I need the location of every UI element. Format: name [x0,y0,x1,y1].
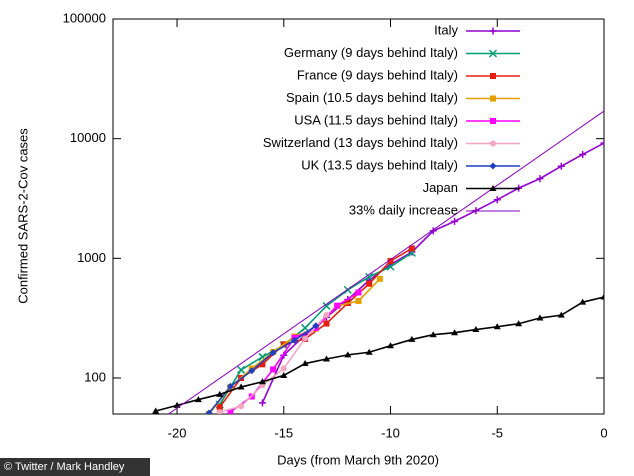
marker [579,150,587,158]
credit-bar [0,458,150,476]
x-tick-label: -5 [491,425,503,440]
marker [451,217,459,225]
marker [579,298,587,305]
marker [322,355,330,362]
marker [216,390,224,397]
marker [376,275,383,282]
legend-label: France (9 days behind Italy) [297,67,458,82]
marker [290,336,298,344]
marker [557,162,565,170]
marker [515,320,523,327]
y-tick-label: 1000 [77,250,106,265]
marker [280,371,288,378]
y-axis-label: Confirmed SARS-2-Cov cases [15,128,30,304]
series-line [208,278,381,414]
series-line [208,325,317,414]
marker [408,245,415,252]
marker [493,196,501,204]
credit: © Twitter / Mark Handley [4,461,125,473]
marker [536,175,544,183]
marker [270,366,277,373]
marker [387,258,394,265]
legend-label: 33% daily increase [349,202,458,217]
marker [451,329,459,336]
marker [237,365,246,374]
legend-marker [490,140,496,147]
marker [557,311,565,318]
marker [355,297,362,304]
x-tick-label: -20 [168,425,187,440]
marker [366,280,373,287]
y-tick-label: 100 [84,369,106,384]
marker [387,342,395,349]
marker [429,331,437,338]
marker [259,361,266,368]
legend-label: Spain (10.5 days behind Italy) [286,90,458,105]
marker [226,382,234,390]
legend-marker [490,95,496,102]
marker [334,302,341,309]
series-line [168,110,604,414]
legend-marker [490,73,496,79]
marker [269,349,277,357]
legend-marker [490,118,496,124]
legend-marker [488,49,498,58]
marker [323,311,330,318]
marker [216,404,223,411]
marker [227,408,234,414]
marker [365,348,373,355]
x-axis-label: Days (from March 9th 2020) [277,452,439,467]
marker [408,335,416,342]
y-tick-label: 100000 [63,10,106,25]
legend-label: Germany (9 days behind Italy) [284,45,458,60]
x-tick-label: -10 [381,425,400,440]
marker [216,408,223,414]
series-line [219,314,328,413]
marker [152,407,160,414]
marker [355,289,362,296]
marker [280,365,287,372]
marker [237,383,245,390]
marker [238,403,245,410]
marker [344,351,352,358]
plot-frame [112,18,605,415]
legend-label: Italy [434,22,458,37]
series-line [155,296,604,412]
marker [600,139,604,147]
marker [258,399,266,407]
marker [205,409,213,414]
y-tick-label: 10000 [70,130,106,145]
legend-marker [489,185,497,191]
plot-area [152,110,604,414]
marker [258,378,266,385]
marker [301,323,310,332]
marker [323,320,330,327]
legend-label: Japan [423,180,458,195]
marker [312,322,320,330]
marker [301,360,309,367]
x-tick-label: -15 [274,425,293,440]
marker [194,396,202,403]
legend-label: UK (13.5 days behind Italy) [301,157,458,172]
legend-label: Switzerland (13 days behind Italy) [263,135,458,150]
marker [493,323,501,330]
marker [248,367,256,375]
marker [302,335,309,342]
x-tick-label: 0 [600,425,607,440]
marker [600,293,604,300]
marker [472,326,480,333]
marker [536,314,544,321]
legend-label: USA (11.5 days behind Italy) [294,112,458,127]
marker [365,272,374,281]
legend-marker [489,27,497,35]
marker [322,301,331,310]
legend-marker [489,162,497,170]
